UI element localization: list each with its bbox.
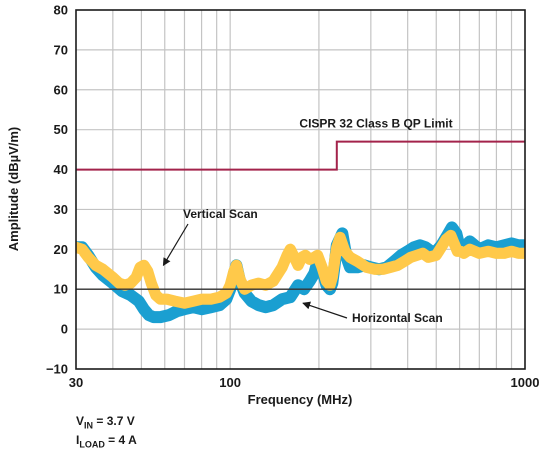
plot-frame (75, 9, 526, 370)
x-tick-label: 100 (219, 375, 241, 390)
limit-line (76, 140, 525, 171)
y-tick-label: 10 (54, 282, 68, 297)
y-tick-label: 40 (54, 162, 68, 177)
x-tick-label: 30 (69, 375, 83, 390)
condition-iload: ILOAD = 4 A (76, 433, 137, 449)
grid (76, 10, 525, 369)
limit-label: CISPR 32 Class B QP Limit (299, 117, 452, 131)
y-tick-label: −10 (46, 362, 68, 377)
x-tick-label: 1000 (511, 375, 540, 390)
y-tick-label: 80 (54, 3, 68, 18)
horizontal-scan-label: Horizontal Scan (352, 311, 443, 325)
condition-vin: VIN = 3.7 V (76, 414, 135, 430)
y-tick-label: 0 (61, 322, 68, 337)
y-tick-label: 50 (54, 122, 68, 137)
y-tick-label: 60 (54, 82, 68, 97)
vertical-scan-arrow (162, 223, 189, 267)
axes (75, 9, 526, 370)
vertical-scan-label: Vertical Scan (183, 207, 258, 221)
horizontal-scan-arrow (302, 301, 348, 319)
condition-vin-value: = 3.7 V (93, 414, 135, 428)
x-axis-title: Frequency (MHz) (248, 392, 353, 407)
y-tick-label: 20 (54, 242, 68, 257)
condition-iload-symbol: I (76, 433, 80, 447)
series-layer (76, 140, 525, 324)
vertical-scan-series (76, 229, 525, 309)
y-tick-label: 70 (54, 42, 68, 57)
condition-iload-value: = 4 A (104, 433, 137, 447)
condition-vin-symbol: V (76, 414, 85, 428)
y-tick-label: 30 (54, 202, 68, 217)
condition-iload-sub: LOAD (79, 439, 105, 450)
condition-vin-sub: IN (84, 420, 94, 431)
y-axis-title: Amplitude (dBµV/m) (6, 127, 21, 251)
annotations: CISPR 32 Class B QP Limit Vertical Scan Ho… (162, 117, 453, 325)
tick-labels: −10 0 10 20 30 40 50 60 70 80 30 100 1000 (46, 3, 540, 391)
